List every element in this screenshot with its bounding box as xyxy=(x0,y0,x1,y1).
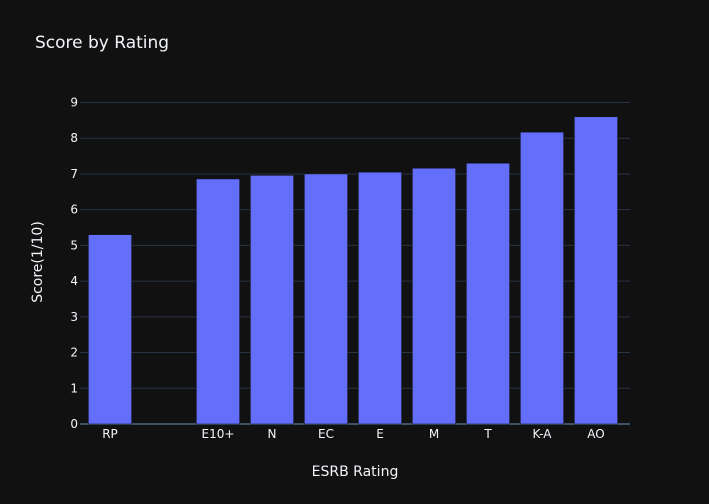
bar[interactable] xyxy=(574,116,618,425)
x-tick-label: K-A xyxy=(533,427,553,441)
y-tick-label: 9 xyxy=(70,96,78,110)
y-tick-label: 7 xyxy=(70,167,78,181)
bar[interactable] xyxy=(358,171,402,425)
bar[interactable] xyxy=(88,234,132,425)
x-tick-label: AO xyxy=(587,427,604,441)
x-tick-label: T xyxy=(483,427,492,441)
y-tick-labels: 0 1 2 3 4 5 6 7 8 9 xyxy=(70,96,78,431)
x-tick-label: E xyxy=(376,427,384,441)
bar[interactable] xyxy=(412,167,456,425)
x-tick-label: N xyxy=(268,427,277,441)
y-axis-title: Score(1/10) xyxy=(30,221,46,303)
x-tick-label: E10+ xyxy=(202,427,235,441)
y-tick-label: 0 xyxy=(70,417,78,431)
y-tick-label: 6 xyxy=(70,203,78,217)
y-tick-label: 2 xyxy=(70,346,78,360)
bar[interactable] xyxy=(466,162,510,425)
x-tick-labels: RP E10+ N EC E M T K-A AO xyxy=(102,427,605,441)
bar[interactable] xyxy=(520,131,564,425)
bar[interactable] xyxy=(304,173,348,425)
x-tick-label: RP xyxy=(102,427,118,441)
bar[interactable] xyxy=(196,178,240,425)
x-axis-title: ESRB Rating xyxy=(312,464,399,480)
y-tick-label: 4 xyxy=(70,274,78,288)
x-tick-label: EC xyxy=(318,427,334,441)
y-tick-label: 3 xyxy=(70,310,78,324)
bars xyxy=(88,116,618,425)
y-tick-label: 5 xyxy=(70,238,78,252)
y-tick-label: 8 xyxy=(70,131,78,145)
y-tick-label: 1 xyxy=(70,381,78,395)
bar[interactable] xyxy=(250,175,294,425)
chart-title: Score by Rating xyxy=(35,33,170,53)
x-tick-label: M xyxy=(429,427,439,441)
